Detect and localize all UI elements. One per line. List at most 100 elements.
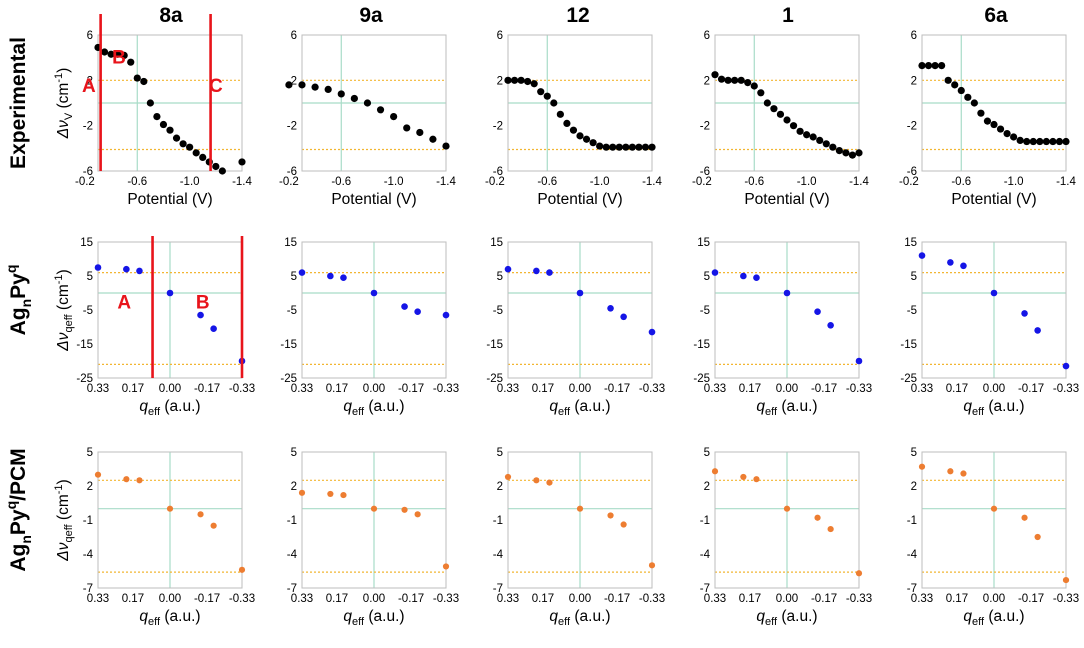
data-point bbox=[596, 142, 604, 150]
x-tick-label: 0.17 bbox=[946, 593, 968, 605]
x-tick-label: -0.6 bbox=[744, 176, 764, 188]
y-tick-label: -15 bbox=[76, 339, 93, 351]
data-point bbox=[970, 99, 978, 107]
column-title-8a: 8a bbox=[159, 4, 183, 27]
data-point bbox=[827, 322, 834, 329]
data-point bbox=[569, 126, 578, 134]
x-tick-label: -0.17 bbox=[604, 383, 630, 395]
data-point bbox=[990, 120, 998, 129]
data-point bbox=[442, 142, 450, 150]
data-point bbox=[620, 521, 627, 528]
data-point bbox=[370, 505, 378, 512]
data-point bbox=[533, 267, 540, 275]
data-point bbox=[1021, 310, 1028, 317]
region-label: C bbox=[209, 76, 223, 97]
x-tick-label: 0.00 bbox=[983, 383, 1005, 395]
data-point bbox=[944, 76, 952, 84]
plot-frame bbox=[507, 451, 653, 589]
data-point bbox=[757, 89, 765, 97]
x-tick-label: 0.00 bbox=[569, 383, 591, 395]
data-point bbox=[855, 149, 863, 157]
x-tick-label: -0.6 bbox=[537, 176, 557, 188]
data-point bbox=[855, 570, 863, 577]
data-point bbox=[1010, 133, 1018, 141]
x-tick-label: -0.17 bbox=[811, 593, 837, 605]
data-point bbox=[1036, 137, 1044, 146]
data-point bbox=[140, 77, 148, 86]
x-tick-label: -0.33 bbox=[1053, 593, 1079, 605]
data-point bbox=[827, 525, 834, 533]
data-point bbox=[783, 505, 791, 512]
y-tick-label: -2 bbox=[83, 121, 93, 133]
plot-frame bbox=[97, 34, 243, 172]
x-tick-label: 0.33 bbox=[497, 383, 519, 395]
data-point bbox=[94, 471, 102, 478]
data-point bbox=[960, 470, 967, 477]
x-tick-label: -1.0 bbox=[180, 176, 200, 188]
y-tick-label: 5 bbox=[291, 271, 297, 283]
data-point bbox=[340, 274, 347, 282]
x-axis-label: qeff (a.u.) bbox=[139, 608, 200, 628]
x-tick-label: -0.33 bbox=[846, 383, 872, 395]
x-tick-label: -0.17 bbox=[194, 383, 220, 395]
x-axis-label: qeff (a.u.) bbox=[963, 398, 1024, 418]
data-point bbox=[159, 120, 168, 129]
x-tick-label: -0.33 bbox=[846, 593, 872, 605]
data-point bbox=[1029, 137, 1037, 146]
data-point bbox=[816, 136, 824, 144]
data-point bbox=[136, 267, 143, 275]
data-point bbox=[609, 143, 617, 151]
panel-agnpyq-6a: 15 5 -5 -15 -250.33 0.17 0.00 -0.17 -0.33 qeff (a… bbox=[900, 237, 1079, 418]
x-tick-label: -0.33 bbox=[229, 383, 255, 395]
data-point bbox=[401, 303, 408, 310]
data-point bbox=[517, 76, 525, 84]
y-tick-label: 2 bbox=[87, 481, 93, 493]
data-point bbox=[711, 71, 719, 79]
plot-frame bbox=[507, 34, 653, 172]
data-point bbox=[938, 62, 946, 70]
x-tick-label: -1.4 bbox=[1056, 176, 1076, 188]
x-axis-label: qeff (a.u.) bbox=[343, 608, 404, 628]
y-tick-label: 2 bbox=[704, 481, 710, 493]
data-point bbox=[442, 563, 450, 570]
panel-agnpyq-8a: 15 5 -5 -15 -250.33 0.17 0.00 -0.17 -0.33 qeff (a… bbox=[53, 236, 255, 418]
y-axis-label: Δνqeff (cm-1) bbox=[53, 269, 75, 351]
data-point bbox=[990, 505, 998, 512]
y-tick-label: -4 bbox=[907, 549, 918, 561]
x-tick-label: 0.33 bbox=[87, 593, 109, 605]
data-point bbox=[648, 143, 656, 151]
data-point bbox=[964, 93, 972, 101]
data-point bbox=[1034, 533, 1041, 541]
x-tick-label: -0.17 bbox=[604, 593, 630, 605]
y-tick-label: -5 bbox=[700, 305, 710, 317]
data-point bbox=[724, 76, 732, 84]
x-tick-label: -0.2 bbox=[75, 176, 95, 188]
y-tick-label: 2 bbox=[87, 75, 93, 87]
data-point bbox=[199, 153, 207, 161]
y-tick-label: -1 bbox=[287, 515, 297, 527]
data-point bbox=[947, 468, 954, 475]
x-tick-label: -0.2 bbox=[279, 176, 299, 188]
y-tick-label: 5 bbox=[87, 271, 93, 283]
data-point bbox=[166, 289, 174, 297]
data-point bbox=[648, 328, 656, 336]
y-tick-label: -6 bbox=[907, 166, 917, 178]
data-point bbox=[589, 139, 597, 147]
data-point bbox=[918, 252, 926, 259]
data-point bbox=[504, 76, 512, 84]
data-point bbox=[376, 106, 385, 114]
x-tick-label: 0.33 bbox=[87, 383, 109, 395]
data-point bbox=[179, 140, 187, 148]
y-tick-label: -6 bbox=[287, 166, 297, 178]
x-tick-label: -0.33 bbox=[433, 383, 459, 395]
x-tick-label: 0.00 bbox=[363, 593, 385, 605]
data-point bbox=[731, 76, 739, 84]
x-tick-label: -0.17 bbox=[194, 593, 220, 605]
x-axis-label: qeff (a.u.) bbox=[756, 398, 817, 418]
plot-frame bbox=[921, 34, 1067, 172]
y-tick-label: -15 bbox=[693, 339, 710, 351]
x-axis-label: qeff (a.u.) bbox=[756, 608, 817, 628]
data-point bbox=[1023, 137, 1031, 146]
row-label-agnpyq: AgnPyq bbox=[3, 265, 34, 336]
